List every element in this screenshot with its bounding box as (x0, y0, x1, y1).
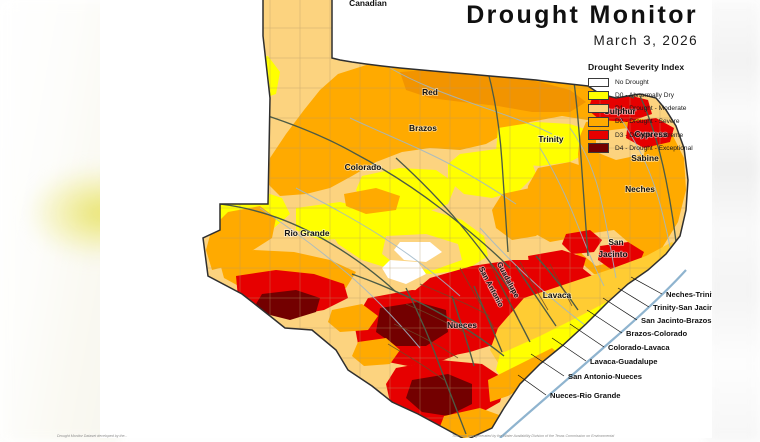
gulf-coastline (499, 269, 687, 438)
background-blur-right (706, 0, 760, 442)
coastal-basin-callout: Nueces-Rio Grande (550, 391, 620, 400)
fill-d3-coastal-e2 (562, 230, 602, 254)
legend-label: D3 - Drought - Extreme (615, 131, 684, 139)
coastal-basin-callout: Lavaca-Guadalupe (590, 357, 658, 366)
callout-leader-line (569, 323, 605, 348)
basin-label: Cypress (634, 129, 667, 139)
basin-label: Neches (625, 184, 655, 194)
legend-item-d2[interactable]: D2 - Drought - Severe (588, 116, 704, 129)
legend-rows: No Drought D0 - Abnormally Dry D1 - Drough… (588, 76, 704, 155)
fill-d4-nueces (376, 302, 448, 346)
fill-d4-bigbend (256, 290, 320, 320)
fill-d2-swnueces (328, 304, 378, 332)
legend-item-d4[interactable]: D4 - Drought - Exceptional (588, 142, 704, 155)
basin-label: Nueces (447, 320, 477, 330)
fill-d0-pecos (296, 202, 380, 240)
legend-item-d0[interactable]: D0 - Abnormally Dry (588, 89, 704, 102)
basin-label: Lavaca (543, 290, 572, 300)
legend-label: D1 - Drought - Moderate (615, 105, 687, 113)
legend-swatch (588, 103, 609, 114)
footer-left: Drought Monitor Dataset developed by the… (57, 434, 128, 438)
basin-label: Sabine (631, 153, 659, 163)
legend-item-dnone[interactable]: No Drought (588, 76, 704, 89)
title-block: Drought Monitor March 3, 2026 (466, 1, 698, 49)
callout-leader-line (630, 276, 663, 295)
coastal-basin-callout: Brazos-Colorado (626, 329, 688, 338)
texas-map-svg: Canadian Red Brazos Colorado Trinity Sulphur C… (100, 0, 712, 438)
texas-state-outline (202, 0, 689, 438)
map-date: March 3, 2026 (593, 33, 698, 49)
fill-coastal-d0d2 (490, 242, 684, 366)
legend-swatch (588, 130, 609, 140)
basin-label: Sulphur (604, 106, 636, 116)
coastal-basin-callout: San Jacinto-Brazos (641, 316, 711, 325)
legend-item-d1[interactable]: D1 - Drought - Moderate (588, 102, 704, 115)
drought-monitor-map: Canadian Red Brazos Colorado Trinity Sulphur C… (100, 0, 712, 438)
legend-swatch (588, 77, 609, 88)
basin-label-group: Canadian Red Brazos Colorado Trinity Sulphur C… (284, 0, 669, 331)
legend-swatch (588, 90, 609, 101)
basin-label: Rio Grande (284, 228, 329, 238)
basin-label: San (608, 237, 623, 247)
callout-leader-line (617, 287, 650, 308)
fill-d2-upper-riogrande (344, 188, 400, 214)
legend-swatch (588, 117, 609, 127)
fill-d3-lavaca (528, 250, 586, 278)
legend-label: D0 - Abnormally Dry (615, 91, 674, 99)
legend-title: Drought Severity Index (588, 62, 685, 72)
basin-label: Trinity (538, 134, 563, 144)
subbasin-lines (387, 261, 573, 381)
fill-d0-northcentral (448, 148, 536, 198)
basin-label: Colorado (345, 162, 382, 172)
fill-d3-sulphur (588, 94, 652, 122)
coastal-callout-group: Neches-Trinity Trinity-San Jacinto San Jac… (517, 276, 712, 400)
coastal-basin-callout: Trinity-San Jacinto (653, 303, 712, 312)
fill-nodrought-hill (394, 242, 442, 262)
page-title: Drought Monitor (466, 1, 698, 29)
fill-nodrought-hill-2 (382, 260, 426, 284)
callout-leader-line (551, 337, 587, 362)
callout-leader-line (602, 297, 638, 321)
callout-leader-line (586, 309, 623, 334)
legend-label: D2 - Drought - Severe (615, 118, 680, 126)
callout-leader-line (517, 374, 547, 396)
coastal-basin-callout: Neches-Trinity (666, 290, 712, 299)
legend-item-d3[interactable]: D3 - Drought - Extreme (588, 129, 704, 142)
basin-label: Red (422, 87, 438, 97)
legend-swatch (588, 143, 609, 154)
callout-leader-line (530, 353, 565, 377)
coastal-basin-callout: San Antonio-Nueces (568, 372, 642, 381)
basin-label: Jacinto (598, 249, 627, 259)
legend-label: D4 - Drought - Exceptional (615, 144, 693, 152)
coastal-basin-callout: Colorado-Lavaca (608, 343, 670, 352)
fill-d3-cypress (626, 118, 674, 148)
footer-right: This map was generated by the Water Avai… (452, 434, 615, 438)
basin-label: Brazos (409, 123, 437, 133)
legend-label: No Drought (615, 78, 649, 86)
basin-label: Canadian (349, 0, 387, 8)
legend: Drought Severity Index No Drought D0 - Ab… (588, 62, 704, 155)
fill-d2-westnueces (352, 338, 400, 366)
